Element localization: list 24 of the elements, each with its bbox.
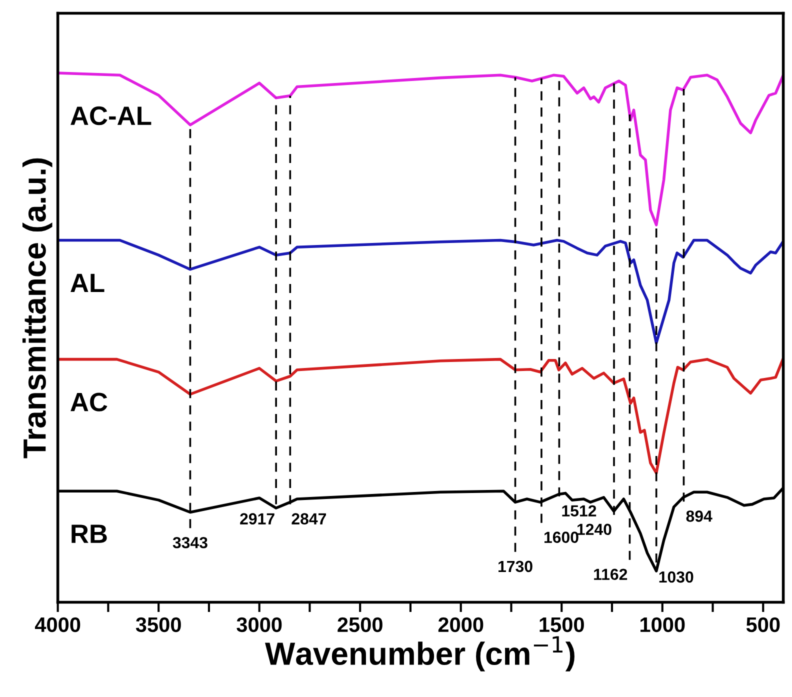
- ref-line-label: 1730: [498, 560, 532, 572]
- series-label: AC-AL: [70, 106, 152, 126]
- x-tick-label: 1500: [540, 617, 584, 632]
- series-label: AL: [70, 274, 104, 292]
- series-label: AC: [70, 392, 108, 412]
- x-tick-label: 2500: [338, 617, 382, 632]
- x-tick-label: 2000: [438, 617, 484, 632]
- x-tick-label: 500: [746, 617, 780, 632]
- x-tick-label: 1000: [640, 617, 685, 632]
- ref-line-label: 1030: [659, 571, 694, 583]
- ref-line-label: 1240: [577, 524, 612, 536]
- x-tick-label: 3000: [236, 617, 282, 632]
- series-label: RB: [72, 524, 107, 543]
- ref-line-label: 2917: [240, 513, 274, 524]
- x-axis-title: Wavenumber (cm$^{−1}$): [265, 636, 574, 672]
- ref-line-label: 894: [686, 510, 712, 522]
- ref-line-label: 1162: [594, 568, 628, 580]
- ref-line-label: 1600: [544, 532, 578, 543]
- ref-line-label: 3343: [172, 536, 208, 548]
- x-tick-label: 4000: [34, 617, 80, 632]
- ref-line-label: 2847: [292, 513, 326, 524]
- y-axis-title: Transmittance (a.u.): [22, 158, 52, 458]
- ref-line-label: 1512: [562, 505, 596, 517]
- x-tick-label: 3500: [136, 617, 181, 632]
